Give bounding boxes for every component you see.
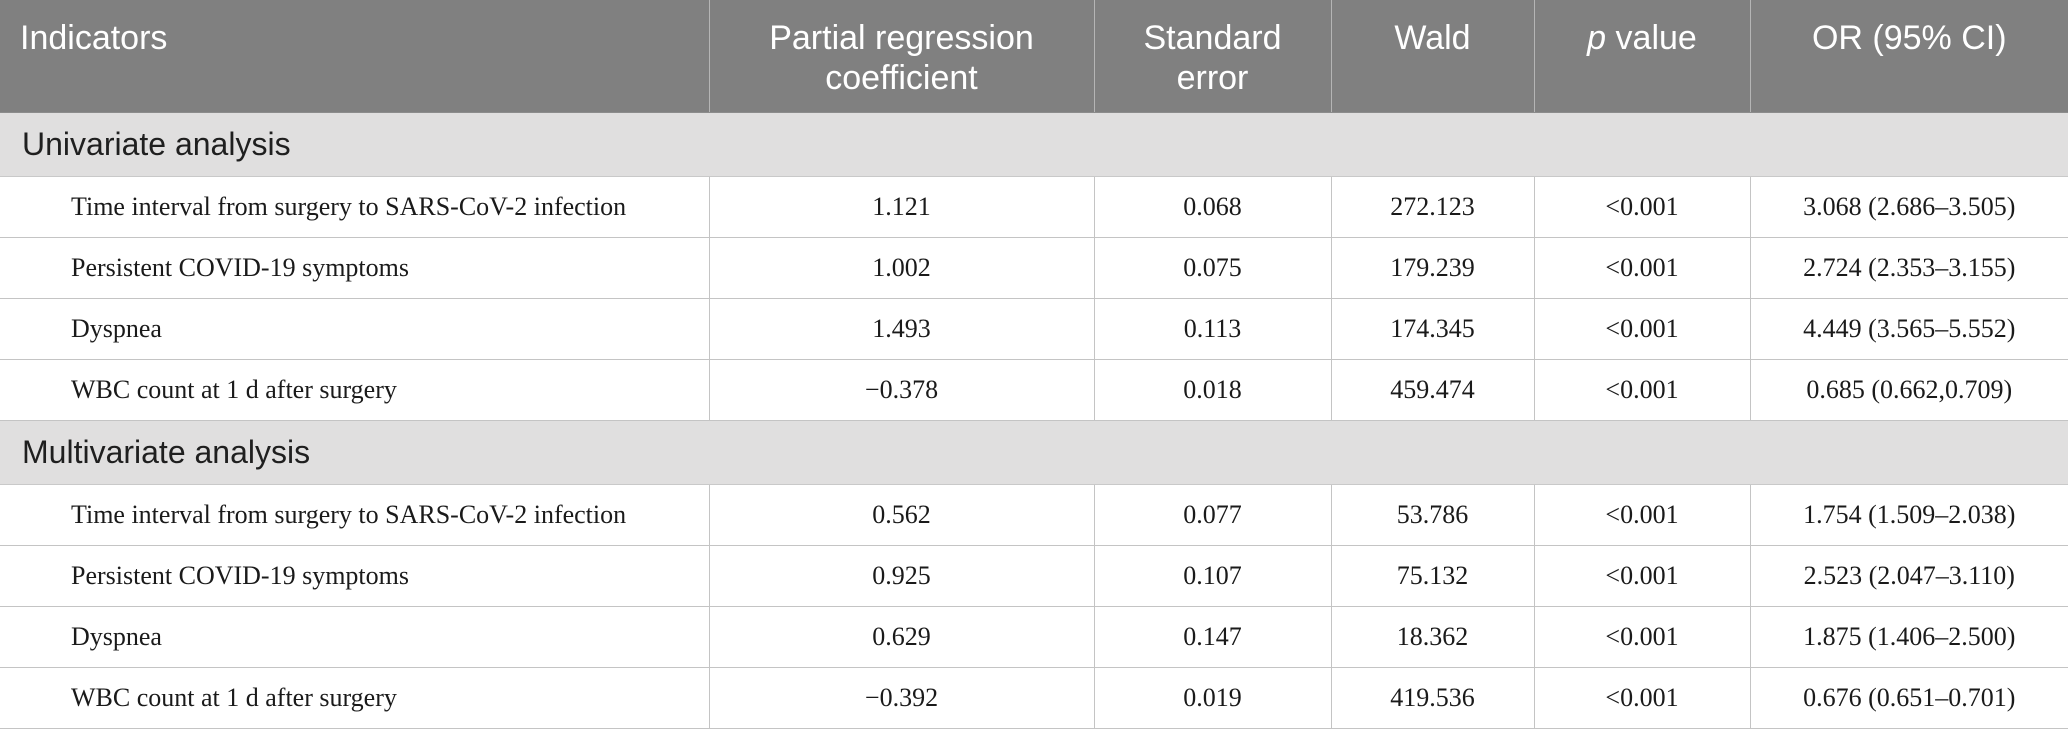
- cell-standard-error: 0.147: [1093, 606, 1331, 668]
- regression-table: Indicators Partial regression coefficien…: [0, 0, 2068, 729]
- cell-indicator: Time interval from surgery to SARS-CoV-2…: [0, 484, 709, 546]
- cell-wald: 53.786: [1330, 484, 1534, 546]
- cell-or-ci: 0.676 (0.651–0.701): [1749, 667, 2068, 729]
- cell-or-ci: 1.875 (1.406–2.500): [1749, 606, 2068, 668]
- cell-or-ci: 3.068 (2.686–3.505): [1749, 176, 2068, 238]
- cell-standard-error: 0.075: [1093, 237, 1331, 299]
- table-row: Time interval from surgery to SARS-CoV-2…: [0, 484, 2068, 546]
- cell-wald: 174.345: [1330, 298, 1534, 360]
- section-row-univariate: Univariate analysis: [0, 111, 2068, 177]
- cell-standard-error: 0.019: [1093, 667, 1331, 729]
- header-coefficient: Partial regression coefficient: [708, 0, 1094, 113]
- header-or-ci: OR (95% CI): [1749, 0, 2068, 113]
- cell-standard-error: 0.077: [1093, 484, 1331, 546]
- cell-standard-error: 0.068: [1093, 176, 1331, 238]
- cell-p-value: <0.001: [1533, 545, 1750, 607]
- cell-standard-error: 0.107: [1093, 545, 1331, 607]
- cell-wald: 419.536: [1330, 667, 1534, 729]
- section-title: Univariate analysis: [0, 111, 2068, 177]
- cell-coefficient: 0.925: [708, 545, 1094, 607]
- cell-indicator: Persistent COVID-19 symptoms: [0, 545, 709, 607]
- header-row: Indicators Partial regression coefficien…: [0, 0, 2068, 113]
- cell-p-value: <0.001: [1533, 176, 1750, 238]
- cell-standard-error: 0.113: [1093, 298, 1331, 360]
- table-row: Dyspnea 1.493 0.113 174.345 <0.001 4.449…: [0, 298, 2068, 360]
- cell-p-value: <0.001: [1533, 359, 1750, 421]
- header-p-rest: value: [1606, 19, 1697, 57]
- cell-p-value: <0.001: [1533, 606, 1750, 668]
- cell-p-value: <0.001: [1533, 298, 1750, 360]
- cell-wald: 459.474: [1330, 359, 1534, 421]
- cell-indicator: WBC count at 1 d after surgery: [0, 359, 709, 421]
- cell-indicator: WBC count at 1 d after surgery: [0, 667, 709, 729]
- cell-wald: 18.362: [1330, 606, 1534, 668]
- cell-indicator: Dyspnea: [0, 606, 709, 668]
- cell-or-ci: 4.449 (3.565–5.552): [1749, 298, 2068, 360]
- cell-wald: 179.239: [1330, 237, 1534, 299]
- cell-coefficient: −0.378: [708, 359, 1094, 421]
- cell-p-value: <0.001: [1533, 667, 1750, 729]
- header-standard-error: Standard error: [1093, 0, 1331, 113]
- section-row-multivariate: Multivariate analysis: [0, 419, 2068, 485]
- cell-or-ci: 1.754 (1.509–2.038): [1749, 484, 2068, 546]
- table-row: WBC count at 1 d after surgery −0.392 0.…: [0, 667, 2068, 729]
- cell-wald: 272.123: [1330, 176, 1534, 238]
- cell-coefficient: −0.392: [708, 667, 1094, 729]
- cell-indicator: Dyspnea: [0, 298, 709, 360]
- table-row: Persistent COVID-19 symptoms 1.002 0.075…: [0, 237, 2068, 299]
- table-row: WBC count at 1 d after surgery −0.378 0.…: [0, 359, 2068, 421]
- cell-indicator: Persistent COVID-19 symptoms: [0, 237, 709, 299]
- header-wald: Wald: [1330, 0, 1534, 113]
- cell-or-ci: 2.523 (2.047–3.110): [1749, 545, 2068, 607]
- table-row: Time interval from surgery to SARS-CoV-2…: [0, 176, 2068, 238]
- cell-coefficient: 0.629: [708, 606, 1094, 668]
- cell-p-value: <0.001: [1533, 237, 1750, 299]
- cell-standard-error: 0.018: [1093, 359, 1331, 421]
- cell-coefficient: 1.121: [708, 176, 1094, 238]
- cell-p-value: <0.001: [1533, 484, 1750, 546]
- table-row: Dyspnea 0.629 0.147 18.362 <0.001 1.875 …: [0, 606, 2068, 668]
- header-p-italic: p: [1587, 19, 1607, 57]
- cell-or-ci: 2.724 (2.353–3.155): [1749, 237, 2068, 299]
- cell-indicator: Time interval from surgery to SARS-CoV-2…: [0, 176, 709, 238]
- cell-or-ci: 0.685 (0.662,0.709): [1749, 359, 2068, 421]
- section-title: Multivariate analysis: [0, 419, 2068, 485]
- cell-coefficient: 1.493: [708, 298, 1094, 360]
- header-p-value: p value: [1533, 0, 1750, 113]
- cell-wald: 75.132: [1330, 545, 1534, 607]
- cell-coefficient: 1.002: [708, 237, 1094, 299]
- table-row: Persistent COVID-19 symptoms 0.925 0.107…: [0, 545, 2068, 607]
- header-indicators: Indicators: [0, 0, 709, 113]
- cell-coefficient: 0.562: [708, 484, 1094, 546]
